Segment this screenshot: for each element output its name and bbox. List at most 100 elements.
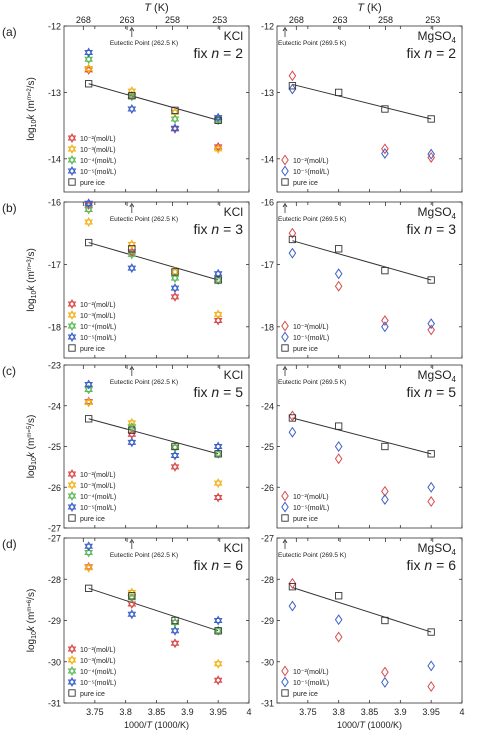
star-triangle-up <box>213 275 223 283</box>
legend-marker <box>281 165 289 177</box>
y-axis-label-part: 10 <box>31 120 38 128</box>
star-triangle-up <box>127 592 137 601</box>
data-point <box>170 283 180 294</box>
y-axis-label: log10k (mm=6/s) <box>26 589 38 653</box>
data-point <box>427 660 435 672</box>
y-axis-label-part: (m <box>26 612 37 626</box>
star-triangle-up <box>84 198 93 206</box>
y-axis-label-part: 10 <box>31 457 38 465</box>
star-triangle-up <box>84 47 93 56</box>
legend-marker <box>68 344 76 352</box>
data-point <box>171 106 179 114</box>
fix-label-part: = <box>219 45 231 61</box>
y-tick-label: -23 <box>48 361 61 371</box>
legend-label: 10⁻⁵(mol/L) <box>80 169 116 176</box>
panel-2: -14 -13 -12 Eutectic Point (269.5 K) MgSO4fi… <box>261 22 463 193</box>
y-tick-label: -12 <box>48 22 61 32</box>
eutectic-arrowhead <box>129 538 135 544</box>
panel-7: -31 -30 -29 -28 -27 log10k (mm=6/s) Eutectic P… <box>26 534 252 731</box>
top-tick-label: 253 <box>212 15 227 25</box>
data-point <box>85 80 93 88</box>
data-point <box>288 577 297 589</box>
y-axis-label-part: 10 <box>31 631 38 639</box>
data-point <box>213 615 223 626</box>
legend-label: 10⁻³(mol/L) <box>80 658 116 665</box>
top-tick-label: 253 <box>425 15 440 25</box>
star-triangle-up <box>67 132 77 141</box>
data-point <box>127 104 137 114</box>
star-triangle-up <box>213 441 223 449</box>
y-axis-label-part: /s) <box>26 415 37 426</box>
star-triangle-up <box>170 283 180 291</box>
star-triangle-down <box>213 618 223 626</box>
y-tick-label: -25 <box>261 442 274 452</box>
data-point <box>127 421 137 432</box>
data-point <box>427 148 435 160</box>
star-triangle-down <box>67 504 77 513</box>
data-point <box>381 485 389 497</box>
legend-marker <box>281 514 289 522</box>
panel-5: -27 -26 -25 -24 -23 log10k (mm=5/s) Eutectic P… <box>26 361 250 534</box>
data-point <box>85 238 93 247</box>
legend: 10⁻²(mol/L) 10⁻³(mol/L) 10⁻⁴(mol/L) 10⁻⁵(mo… <box>67 298 116 353</box>
data-point <box>427 681 435 692</box>
fix-label: fix n = 6 <box>407 557 457 573</box>
legend-marker <box>67 309 77 321</box>
legend-marker <box>68 178 76 186</box>
data-point <box>214 276 222 284</box>
star-triangle-down <box>67 493 77 502</box>
legend-marker <box>67 643 77 655</box>
legend-marker <box>281 665 289 677</box>
star-triangle-down <box>127 611 137 620</box>
fix-label-part: 5 <box>231 384 243 400</box>
legend-label: 10⁻⁴(mol/L) <box>80 669 116 676</box>
fit-line <box>88 242 219 281</box>
salt-subscript: 4 <box>452 212 457 221</box>
data-point <box>84 216 93 227</box>
eutectic-arrowhead <box>282 26 288 32</box>
salt-subscript: 4 <box>452 375 457 384</box>
fix-label-part: = <box>432 221 444 237</box>
legend-label: 10⁻³(mol/L) <box>80 313 116 320</box>
legend-label: pure ice <box>80 180 105 187</box>
fix-label: fix n = 2 <box>194 45 244 61</box>
star-triangle-down <box>84 219 93 227</box>
star-triangle-down <box>127 420 137 428</box>
data-point <box>288 235 297 244</box>
y-tick-label: -30 <box>48 657 61 667</box>
y-axis-label-part: k <box>26 114 37 120</box>
data-point <box>427 151 435 163</box>
top-tick-label: 268 <box>289 15 304 25</box>
fix-label-part: fix <box>407 221 421 237</box>
star-triangle-up <box>67 643 77 652</box>
salt-label: KCl <box>224 541 243 555</box>
data-point <box>381 105 389 113</box>
legend-label: 10⁻⁵(mol/L) <box>293 169 329 176</box>
star-triangle-down <box>67 482 77 491</box>
star-triangle-up <box>213 141 223 150</box>
y-tick-label: -31 <box>48 699 61 709</box>
data-point <box>288 227 297 239</box>
y-tick-label: -27 <box>261 534 274 544</box>
data-point <box>170 617 180 628</box>
data-point <box>84 198 93 209</box>
star-triangle-up <box>84 63 93 71</box>
data-point <box>213 309 223 320</box>
fix-label-part: n <box>208 45 220 61</box>
star-triangle-down <box>170 640 180 649</box>
y-tick-label: -26 <box>48 483 61 493</box>
legend-marker <box>281 501 289 513</box>
data-point <box>288 414 297 422</box>
data-point <box>213 268 223 279</box>
fix-label-part: fix <box>407 45 421 61</box>
data-point <box>427 450 435 458</box>
star-triangle-up <box>127 104 137 112</box>
data-point <box>128 426 136 434</box>
star-triangle-up <box>170 273 180 281</box>
fix-label-part: fix <box>194 221 208 237</box>
star-triangle-down <box>67 323 77 332</box>
star-triangle-down <box>213 146 223 154</box>
legend-label: 10⁻³(mol/L) <box>80 483 116 490</box>
legend-marker <box>67 490 77 502</box>
data-point <box>84 397 93 408</box>
